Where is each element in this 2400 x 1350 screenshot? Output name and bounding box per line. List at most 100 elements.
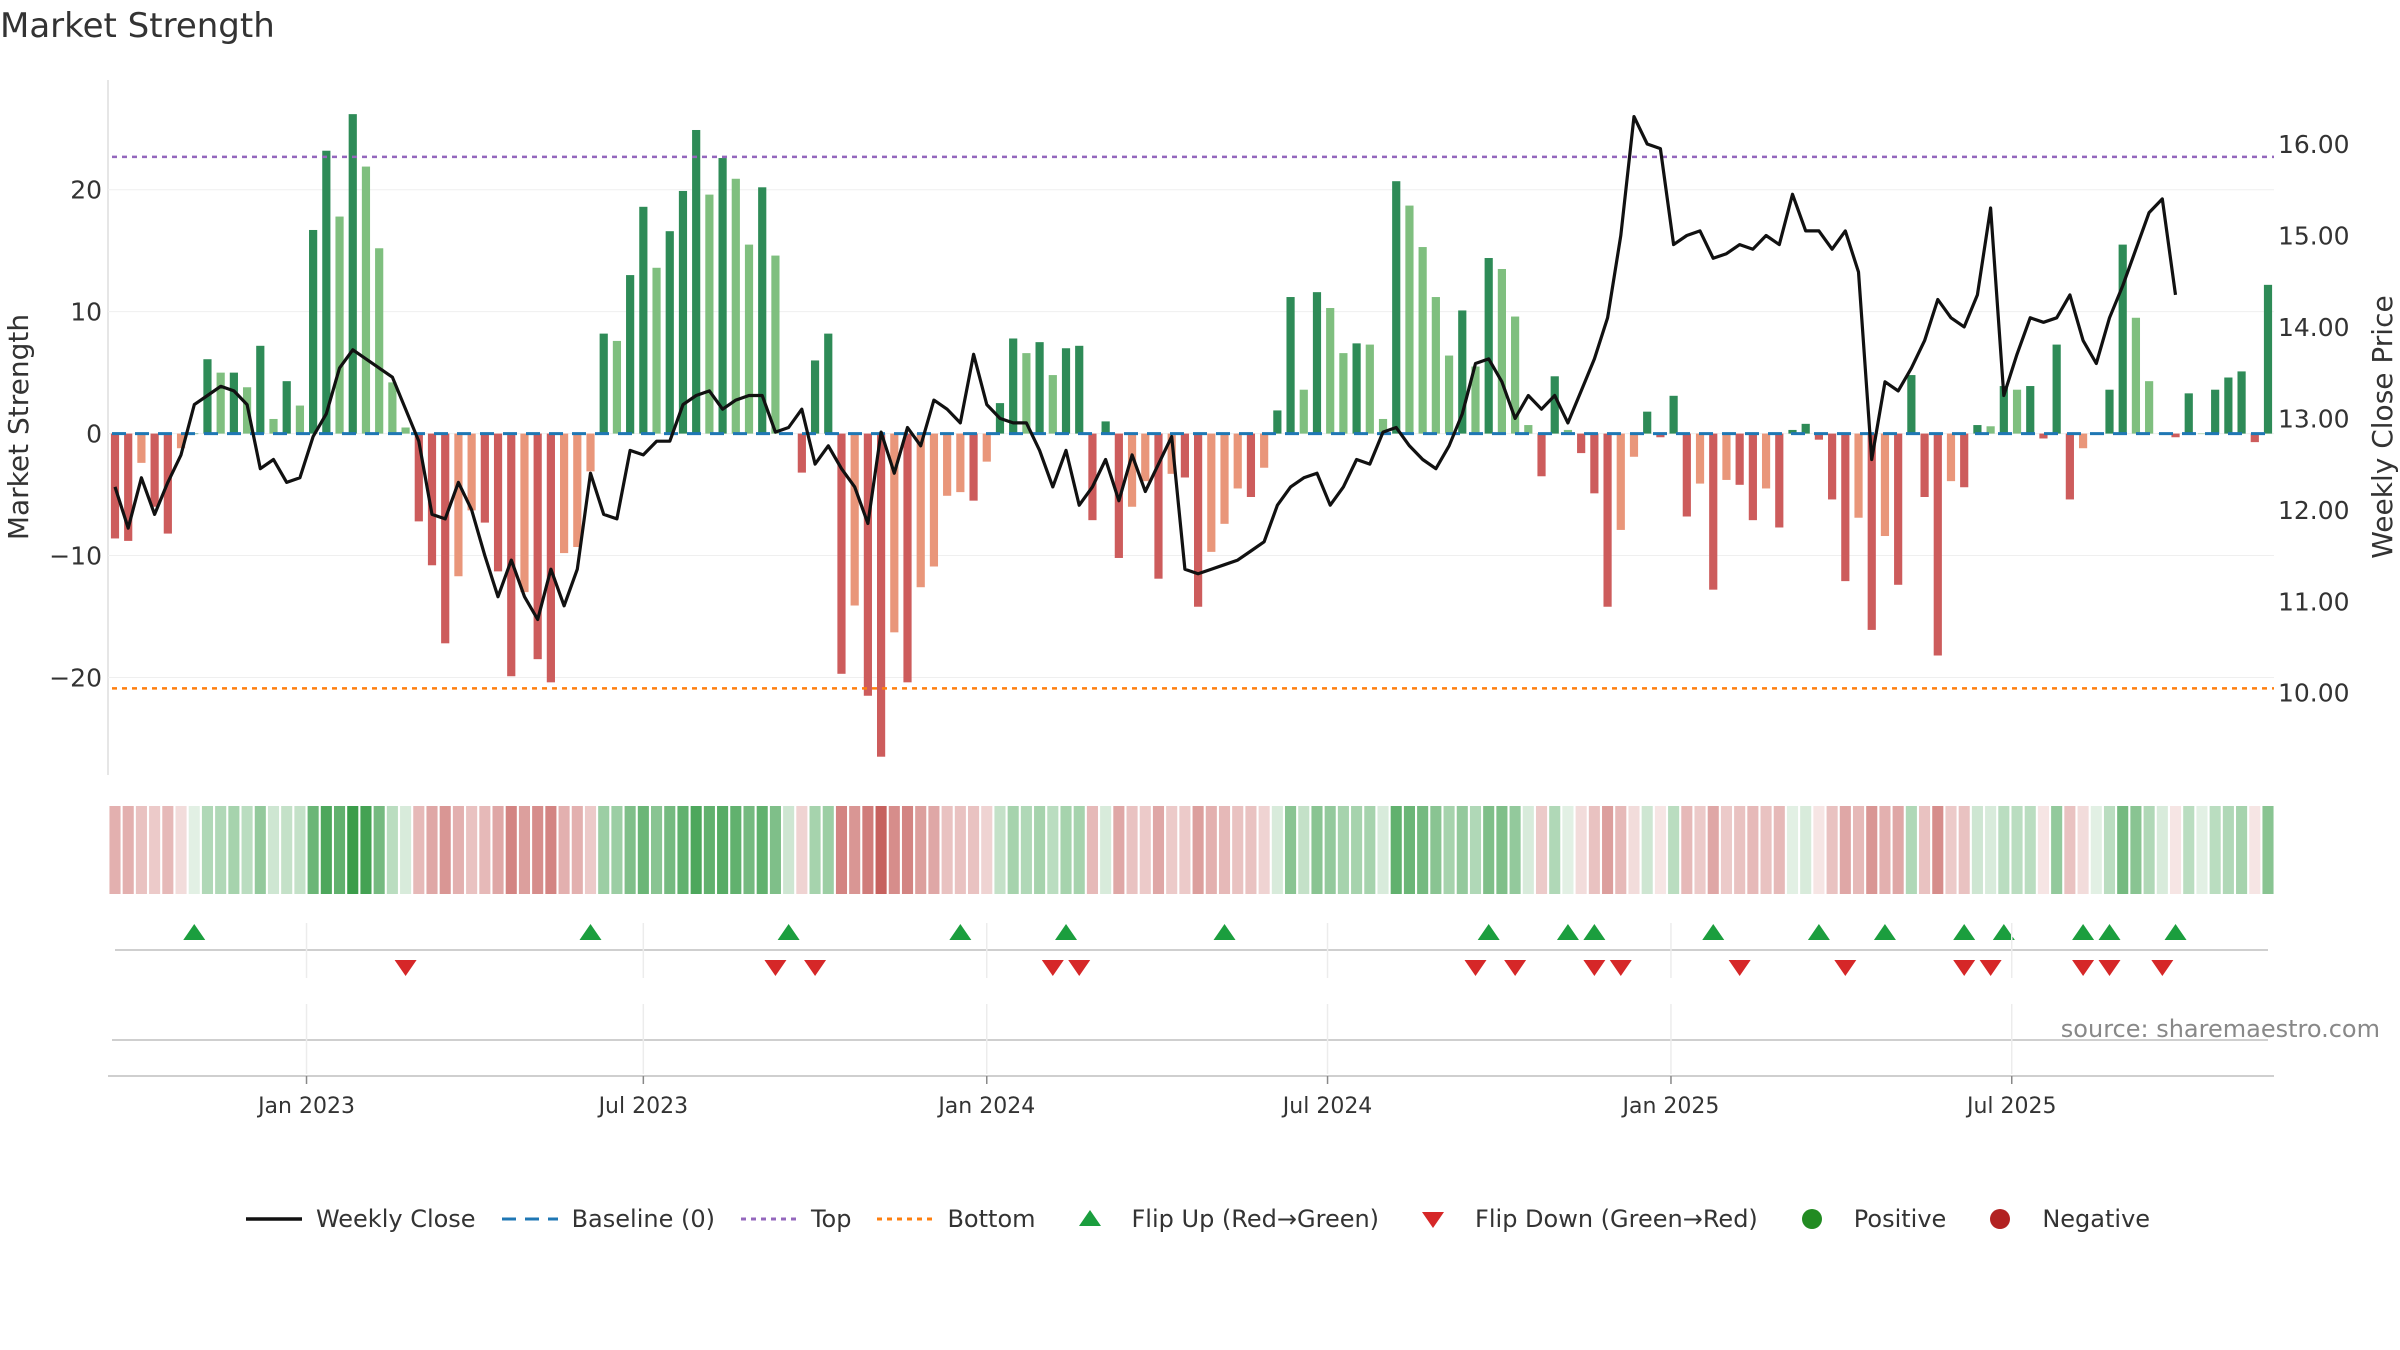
strength-bar: [1788, 429, 1797, 434]
heatstrip-cell: [756, 806, 768, 894]
right-tick-label: 15.00: [2278, 221, 2350, 250]
strength-bar: [401, 427, 410, 434]
legend-item-top: Top: [739, 1205, 851, 1233]
strength-bar: [1775, 433, 1784, 528]
heatstrip-cell: [1641, 806, 1653, 894]
legend-swatch-top: [740, 1217, 797, 1221]
strength-bar: [388, 382, 397, 434]
heatstrip-cell: [1945, 806, 1957, 894]
flip-down-marker: [2151, 960, 2174, 976]
legend-item-baseline: Baseline (0): [500, 1205, 715, 1233]
heatstrip-cell: [849, 806, 861, 894]
left-tick-label: −20: [49, 663, 102, 692]
heatstrip-cell: [1337, 806, 1349, 894]
strength-bar: [1339, 353, 1348, 434]
flip-up-marker: [1583, 924, 1606, 940]
heatstrip-cell: [1932, 806, 1944, 894]
strength-bar: [1075, 345, 1084, 434]
heatstrip-cell: [1522, 806, 1534, 894]
heatstrip-cell: [690, 806, 702, 894]
strength-bar: [890, 433, 899, 633]
legend-label: Baseline (0): [571, 1205, 715, 1233]
heatstrip-cell: [2090, 806, 2102, 894]
strength-bar: [1273, 410, 1282, 434]
heatstrip-cell: [783, 806, 795, 894]
left-tick-label: 20: [70, 176, 102, 205]
strength-bar: [705, 194, 714, 434]
strength-bar: [903, 433, 912, 683]
strength-bar: [269, 418, 278, 434]
heatstrip-cell: [584, 806, 597, 894]
strength-bar: [533, 433, 542, 660]
strength-bar: [1946, 433, 1956, 482]
heatstrip-cell: [598, 806, 610, 894]
heatstrip-cell: [717, 806, 729, 894]
heatstrip-cell: [1139, 806, 1151, 894]
strength-bar: [1246, 433, 1256, 497]
heatstrip-cell: [1430, 806, 1442, 894]
heatstrip-cell: [360, 806, 372, 894]
strength-bar: [322, 150, 331, 434]
strength-bar: [1312, 292, 1322, 434]
strength-bar: [1088, 433, 1097, 521]
heatstrip-cell: [2077, 806, 2089, 894]
flip-down-marker: [1464, 960, 1487, 976]
heatstrip-cell: [2169, 806, 2182, 894]
heatstrip-cell: [664, 806, 676, 894]
strength-bar: [1101, 421, 1110, 434]
strength-bar: [1511, 316, 1520, 434]
flip-down-marker: [1583, 960, 1606, 976]
heatstrip-cell: [505, 806, 517, 894]
heatstrip-cell: [1192, 806, 1204, 894]
legend-swatch-baseline: [501, 1217, 558, 1221]
flip-up-marker: [1213, 924, 1236, 940]
flip-up-marker: [1702, 924, 1725, 940]
strength-bar: [335, 216, 344, 434]
strength-bar: [692, 129, 701, 434]
heatstrip-cell: [1852, 806, 1865, 894]
heatstrip-cell: [1417, 806, 1429, 894]
heatstrip-cell: [730, 806, 742, 894]
heatstrip-cell: [1245, 806, 1257, 894]
strength-bar: [982, 433, 991, 462]
strength-bar: [1154, 433, 1163, 579]
strength-bar: [427, 433, 437, 566]
flip-up-marker: [1556, 924, 1579, 940]
strength-bar: [1207, 433, 1216, 552]
heatstrip-cell: [1535, 806, 1548, 894]
heatstrip-cell: [901, 806, 914, 894]
strength-bar: [943, 433, 952, 496]
legend-swatch-close: [245, 1217, 302, 1221]
heatstrip-cell: [241, 806, 253, 894]
flip-up-marker: [777, 924, 800, 940]
heatstrip-cell: [1800, 806, 1812, 894]
legend-label: Positive: [1853, 1205, 1947, 1233]
heatstrip-cell: [109, 806, 121, 894]
strength-bar: [1418, 247, 1427, 434]
strength-bar: [361, 166, 371, 434]
strength-bar: [1867, 433, 1876, 630]
strength-bar: [1167, 433, 1176, 474]
strength-bar: [309, 229, 318, 434]
flip-down-marker: [1834, 960, 1857, 976]
legend-swatch-flip_down: [1422, 1212, 1445, 1228]
heatstrip-cell: [426, 806, 438, 894]
strength-bar: [137, 433, 146, 463]
heatstrip-cell: [968, 806, 980, 894]
heatstrip-cell: [677, 806, 689, 894]
heatstrip-cell: [1734, 806, 1746, 894]
strength-bar: [810, 360, 820, 434]
x-tick-label: Jul 2023: [597, 1094, 689, 1119]
heatstrip-cell: [1588, 806, 1600, 894]
flip-down-marker: [2072, 960, 2095, 976]
strength-bar: [348, 114, 357, 434]
heatstrip-cell: [769, 806, 781, 894]
strength-bar: [2012, 389, 2022, 434]
strength-bar: [1682, 433, 1691, 517]
strength-bar: [1405, 205, 1414, 434]
strength-bar: [282, 381, 291, 434]
heatstrip-cell: [1919, 806, 1931, 894]
heatstrip-cell: [492, 806, 504, 894]
strength-bar: [612, 340, 622, 434]
heatstrip-cell: [188, 806, 200, 894]
